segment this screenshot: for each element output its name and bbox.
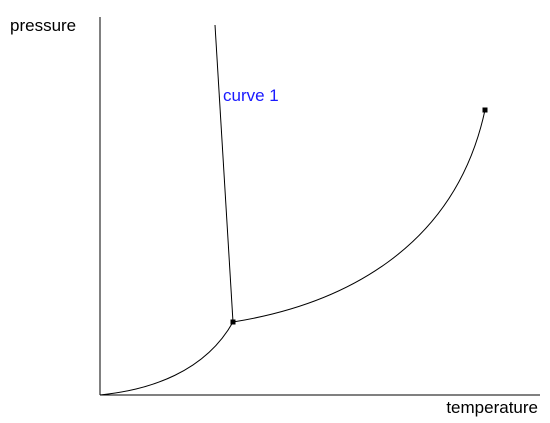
y-axis-label: pressure [10, 16, 76, 35]
x-axis-label: temperature [446, 398, 538, 417]
curve-label: curve 1 [223, 86, 279, 105]
vaporization-curve [232, 109, 486, 323]
sublimation-curve [99, 321, 234, 396]
critical-point [482, 107, 488, 113]
triple-point [230, 319, 236, 325]
fusion-curve [214, 24, 234, 323]
